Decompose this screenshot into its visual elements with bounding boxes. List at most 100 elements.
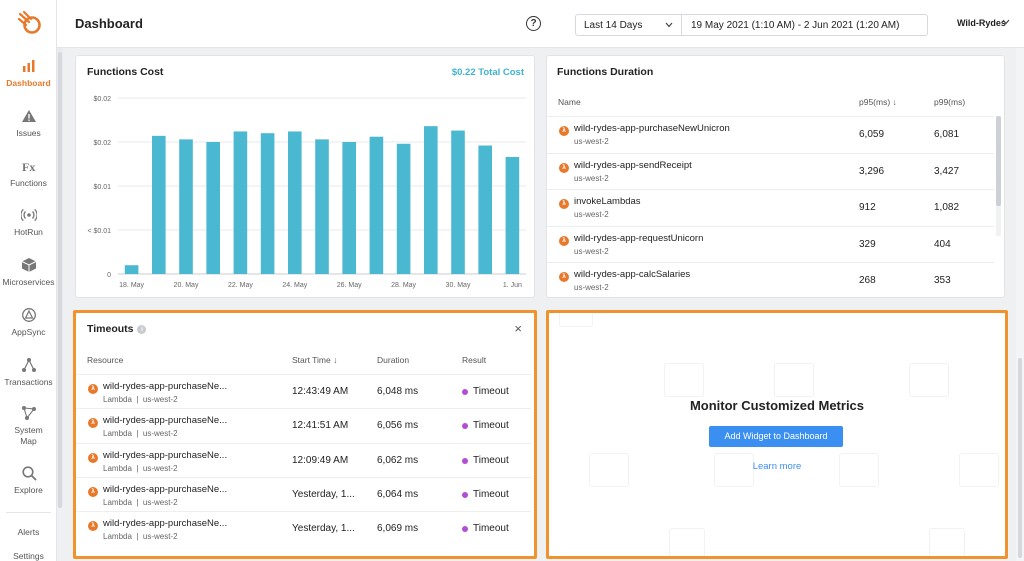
bar-21-may[interactable]: [206, 142, 220, 274]
start-time: Yesterday, 1...: [292, 488, 355, 500]
resource-type: Lambda: [103, 429, 132, 439]
duration-value: 6,048 ms: [377, 386, 419, 397]
org-selector[interactable]: Wild-Rydes: [957, 18, 1006, 28]
function-name[interactable]: wild-rydes-app-purchaseNewUnicron: [574, 123, 730, 134]
table-row[interactable]: λ wild-rydes-app-purchaseNe... Lambda | us…: [76, 511, 531, 545]
resource-name[interactable]: wild-rydes-app-purchaseNe...: [103, 449, 228, 461]
logo-icon[interactable]: [17, 10, 43, 36]
col-p99[interactable]: p99(ms): [934, 97, 966, 107]
resource-type: Lambda: [103, 532, 132, 542]
p95-value: 329: [859, 238, 876, 250]
resource-name[interactable]: wild-rydes-app-purchaseNe...: [103, 483, 228, 495]
sidebar-item-explore[interactable]: Explore: [0, 465, 57, 495]
bar-19-may[interactable]: [152, 135, 166, 274]
p95-value: 3,296: [859, 165, 885, 177]
custom-metrics-title: Monitor Customized Metrics: [689, 398, 865, 413]
appsync-icon: [21, 308, 36, 322]
function-name[interactable]: wild-rydes-app-calcSalaries: [574, 269, 691, 280]
sidebar-item-dashboard[interactable]: Dashboard: [0, 58, 57, 88]
status-dot: [462, 457, 468, 464]
functions-duration-card: Functions Duration Name p95(ms) ↓ p99(ms…: [546, 55, 1005, 298]
range-select[interactable]: Last 14 Days: [576, 15, 682, 35]
sidebar-item-system-map[interactable]: System Map: [0, 405, 57, 447]
bar-25-may[interactable]: [315, 139, 329, 274]
x-tick-label: 18. May: [119, 282, 144, 289]
table-row[interactable]: λ wild-rydes-app-purchaseNe... Lambda | us…: [76, 408, 531, 442]
lambda-icon: λ: [88, 384, 98, 394]
decoration: [774, 363, 814, 397]
table-row[interactable]: λ wild-rydes-app-purchaseNe... Lambda | us…: [76, 476, 531, 511]
svg-text:Fx: Fx: [22, 160, 35, 174]
lambda-icon: λ: [88, 418, 98, 429]
bar-31-may[interactable]: [478, 145, 492, 274]
add-widget-button[interactable]: Add Widget to Dashboard: [709, 426, 843, 447]
separator: |: [131, 429, 143, 439]
separator: |: [131, 463, 143, 473]
resource-name[interactable]: wild-rydes-app-purchaseNe...: [103, 381, 228, 392]
col-start-time[interactable]: Start Time ↓: [292, 355, 338, 365]
lambda-icon: λ: [559, 162, 569, 173]
x-tick-label: 1. Jun: [503, 282, 522, 289]
timeouts-title: Timeouts: [87, 323, 134, 335]
resource-meta: Lambda | us-west-2: [103, 498, 178, 507]
sidebar-scrollbar[interactable]: [57, 48, 63, 508]
bar-28-may[interactable]: [396, 143, 411, 274]
col-p95[interactable]: p95(ms) ↓: [859, 97, 897, 107]
sidebar-item-issues[interactable]: Issues: [0, 108, 57, 138]
resource-region: us-west-2: [142, 497, 178, 507]
bar-30-may[interactable]: [451, 130, 465, 274]
decoration: [589, 453, 629, 487]
function-name[interactable]: invokeLambdas: [574, 196, 641, 207]
sidebar-item-alerts[interactable]: Alerts: [17, 527, 40, 537]
table-row[interactable]: λ invokeLambdas us-west-2 912 1,082: [547, 189, 994, 225]
card-title: Timeouts i: [87, 323, 147, 335]
range-dates[interactable]: 19 May 2021 (1:10 AM) - 2 Jun 2021 (1:20…: [691, 19, 900, 31]
resource-meta: Lambda | us-west-2: [103, 532, 178, 541]
bar-20-may[interactable]: [179, 139, 193, 274]
bar-29-may[interactable]: [424, 126, 438, 274]
col-name[interactable]: Name: [558, 97, 581, 107]
table-row[interactable]: λ wild-rydes-app-purchaseNe... Lambda | us…: [76, 374, 531, 408]
page-scrollbar[interactable]: [1016, 48, 1024, 561]
p95-value: 912: [859, 202, 876, 213]
start-time: 12:43:49 AM: [292, 386, 349, 397]
sidebar-divider: [6, 512, 51, 513]
date-range-picker[interactable]: Last 14 Days 19 May 2021 (1:10 AM) - 2 J…: [575, 14, 928, 36]
bar-23-may[interactable]: [260, 133, 275, 274]
function-name[interactable]: wild-rydes-app-requestUnicorn: [574, 232, 704, 244]
resource-name[interactable]: wild-rydes-app-purchaseNe...: [103, 415, 228, 427]
decoration: [714, 453, 754, 487]
sidebar-item-appsync[interactable]: AppSync: [0, 307, 57, 337]
table-row[interactable]: λ wild-rydes-app-purchaseNewUnicron us-wes…: [547, 116, 994, 152]
bar-1-jun[interactable]: [505, 156, 520, 274]
chevron-down-icon[interactable]: [1002, 19, 1010, 25]
col-resource[interactable]: Resource: [87, 355, 124, 365]
help-icon[interactable]: ?: [526, 16, 541, 31]
sidebar-item-functions[interactable]: Fx Functions: [0, 158, 57, 188]
cost-chart: $0.02 $0.02 $0.01 < $0.01 0 18. May 20. May 22.…: [87, 96, 526, 289]
learn-more-link[interactable]: Learn more: [752, 461, 802, 472]
table-row[interactable]: λ wild-rydes-app-purchaseNe... Lambda | us…: [76, 442, 531, 477]
warning-icon: [21, 110, 36, 122]
bar-18-may[interactable]: [124, 265, 139, 274]
table-row[interactable]: λ wild-rydes-app-requestUnicorn us-west-2 3…: [547, 225, 994, 262]
sidebar-item-settings[interactable]: Settings: [13, 551, 44, 561]
info-icon[interactable]: i: [137, 325, 147, 334]
sidebar-item-transactions[interactable]: Transactions: [0, 357, 57, 387]
bar-24-may[interactable]: [288, 131, 302, 274]
table-row[interactable]: λ wild-rydes-app-calcSalaries us-west-2 268…: [547, 262, 994, 297]
resource-name[interactable]: wild-rydes-app-purchaseNe...: [103, 518, 228, 530]
function-name[interactable]: wild-rydes-app-sendReceipt: [574, 159, 692, 171]
bar-26-may[interactable]: [342, 142, 356, 274]
bar-27-may[interactable]: [369, 136, 384, 274]
close-icon[interactable]: ×: [514, 321, 522, 336]
col-duration[interactable]: Duration: [377, 355, 410, 365]
table-scrollbar[interactable]: [996, 116, 1001, 236]
table-row[interactable]: λ wild-rydes-app-sendReceipt us-west-2 3,29…: [547, 152, 994, 189]
system-map-icon: [21, 406, 36, 420]
sidebar-item-hotrun[interactable]: HotRun: [0, 207, 57, 237]
col-result[interactable]: Result: [462, 355, 487, 365]
bar-22-may[interactable]: [233, 131, 248, 274]
resource-type: Lambda: [103, 463, 132, 473]
sidebar-item-microservices[interactable]: Microservices: [0, 257, 57, 287]
